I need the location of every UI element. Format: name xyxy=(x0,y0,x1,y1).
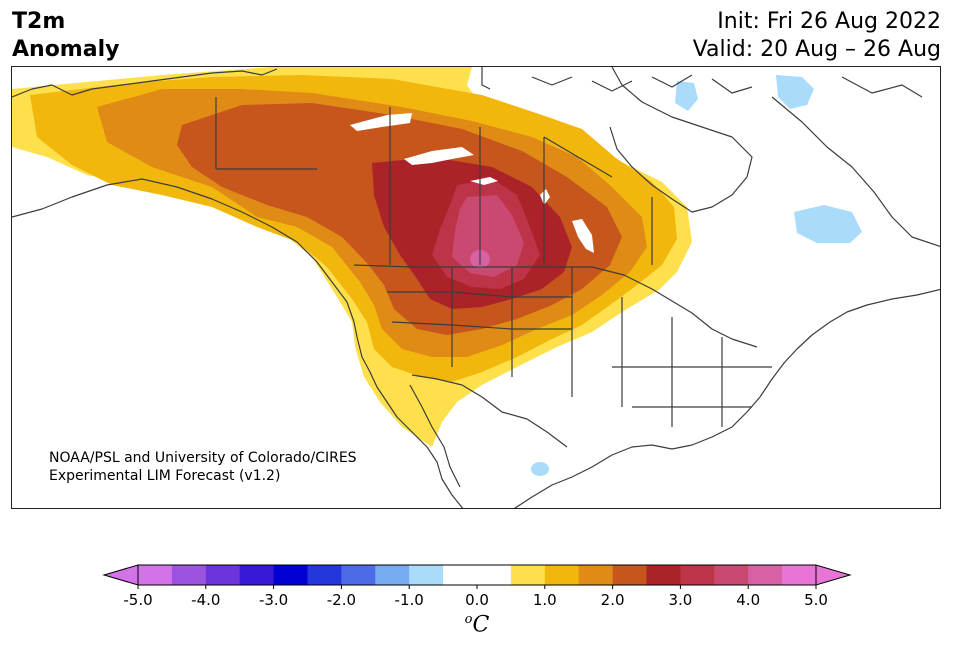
anomaly-map-svg xyxy=(12,67,940,508)
colorbar-bin-19 xyxy=(782,565,817,585)
colorbar-tick-label-0: -5.0 xyxy=(123,591,152,609)
arctic-islands xyxy=(481,67,923,98)
gulf-coast xyxy=(513,396,761,508)
us-mexico-border xyxy=(411,374,568,448)
colorbar-bin-13 xyxy=(578,565,614,585)
cool-patch-hudson-north xyxy=(675,81,698,111)
colorbar-tick-label-7: 2.0 xyxy=(601,591,625,609)
canada-us-border xyxy=(353,264,758,348)
colorbar-ticks: -5.0 -4.0 -3.0 -2.0 -1.0 0.0 1.0 2.0 3.0 4.0 5.0 xyxy=(123,585,828,609)
colorbar-bin-11 xyxy=(510,565,546,585)
celsius-letter: C xyxy=(472,612,490,638)
colorbar-bin-9 xyxy=(443,565,478,585)
coastlines-and-borders xyxy=(12,67,940,508)
baja-coast xyxy=(409,384,461,488)
colorbar-bin-4 xyxy=(273,565,309,585)
colorbar-tick-label-1: -4.0 xyxy=(191,591,220,609)
colorbar-tick-label-10: 5.0 xyxy=(804,591,828,609)
colorbar-bin-18 xyxy=(748,565,783,585)
credit-text: NOAA/PSL and University of Colorado/CIRE… xyxy=(49,449,357,485)
cool-patch-mexico xyxy=(531,462,549,476)
colorbar-bin-12 xyxy=(544,565,580,585)
colorbar-bin-3 xyxy=(239,565,275,585)
great-slave-lake xyxy=(404,147,474,165)
colorbar-under-arrow xyxy=(102,564,139,586)
forecast-date-block: Init: Fri 26 Aug 2022 Valid: 20 Aug – 26… xyxy=(693,8,941,64)
state-borders xyxy=(387,267,772,427)
colorbar-tick-label-3: -2.0 xyxy=(327,591,356,609)
anomaly-map xyxy=(11,66,941,509)
labrador-coast xyxy=(771,96,940,247)
colorbar-bin-16 xyxy=(680,565,715,585)
colorbar-tick-label-6: 1.0 xyxy=(533,591,557,609)
map-title-block: T2m Anomaly xyxy=(12,8,119,64)
contour-band-3p5 xyxy=(452,195,524,277)
cool-patch-quebec xyxy=(794,205,862,243)
colorbar-tick-label-4: -1.0 xyxy=(395,591,424,609)
lake-athabasca xyxy=(470,177,498,185)
credit-line-1: NOAA/PSL and University of Colorado/CIRE… xyxy=(49,450,357,466)
colorbar-bin-7 xyxy=(375,565,410,585)
credit-line-2: Experimental LIM Forecast (v1.2) xyxy=(49,468,281,484)
colorbar-tick-label-9: 4.0 xyxy=(736,591,760,609)
colorbar-bin-6 xyxy=(341,565,376,585)
colorbar-bin-15 xyxy=(646,565,681,585)
anomaly-contours xyxy=(12,67,862,476)
variable-subtitle: Anomaly xyxy=(12,37,120,62)
great-bear-lake xyxy=(350,113,412,131)
inland-lakes xyxy=(350,113,594,253)
variable-title: T2m xyxy=(12,9,66,34)
init-date-label: Init: Fri 26 Aug 2022 xyxy=(717,9,941,34)
colorbar-tick-label-2: -3.0 xyxy=(259,591,288,609)
colorbar: -5.0 -4.0 -3.0 -2.0 -1.0 0.0 1.0 2.0 3.0 4.0 5.0 xyxy=(102,564,852,609)
colorbar-over-arrow xyxy=(815,564,852,586)
colorbar-bin-10 xyxy=(477,565,512,585)
lake-winnipeg xyxy=(572,219,594,253)
atlantic-coast xyxy=(759,288,940,398)
hudson-bay-coast xyxy=(609,67,753,213)
colorbar-bin-5 xyxy=(307,565,342,585)
alaska-south-coast xyxy=(12,178,318,263)
colorbar-bin-17 xyxy=(714,565,749,585)
cool-patch-baffin xyxy=(776,75,814,109)
colorbar-tick-label-8: 3.0 xyxy=(668,591,692,609)
colorbar-bin-14 xyxy=(612,565,648,585)
colorbar-bin-1 xyxy=(171,565,207,585)
colorbar-bin-2 xyxy=(205,565,241,585)
alaska-coast xyxy=(12,68,278,98)
valid-range-label: Valid: 20 Aug – 26 Aug xyxy=(692,37,941,62)
colorbar-bins xyxy=(102,564,852,586)
province-borders xyxy=(215,97,653,265)
reindeer-lake xyxy=(540,189,550,205)
colorbar-bin-8 xyxy=(409,565,444,585)
degree-symbol: o xyxy=(464,612,473,627)
colorbar-unit-label: oC xyxy=(455,612,499,637)
colorbar-bin-0 xyxy=(138,565,173,585)
pacific-coast xyxy=(316,261,464,508)
colorbar-tick-label-5: 0.0 xyxy=(465,591,489,609)
